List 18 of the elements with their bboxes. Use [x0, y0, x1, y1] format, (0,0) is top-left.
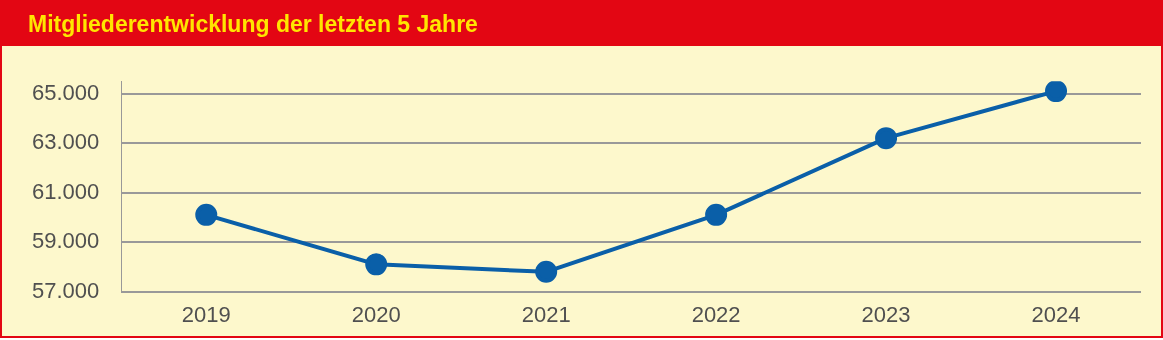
point	[365, 253, 388, 276]
point	[195, 203, 218, 226]
y-tick-label: 65.000	[31, 79, 100, 105]
x-tick-label: 2019	[181, 301, 231, 327]
y-tick-label: 57.000	[31, 277, 100, 303]
x-tick-label: 2022	[691, 301, 741, 327]
y-tick-label: 63.000	[31, 129, 100, 155]
point	[1045, 81, 1068, 103]
point	[705, 203, 728, 226]
chart-title: Mitgliederentwicklung der letzten 5 Jahre	[28, 10, 478, 38]
point	[535, 260, 558, 283]
x-tick-label: 2024	[1031, 301, 1081, 327]
point	[875, 127, 898, 150]
x-tick-label: 2023	[861, 301, 911, 327]
x-tick-label: 2021	[521, 301, 571, 327]
x-tick-label: 2020	[351, 301, 401, 327]
y-tick-label: 61.000	[31, 178, 100, 204]
y-tick-label: 59.000	[31, 228, 100, 254]
